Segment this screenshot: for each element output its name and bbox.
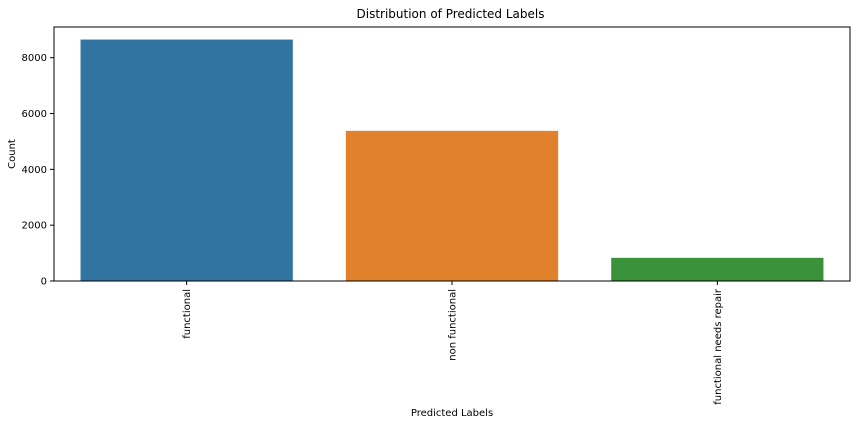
y-tick-label: 0	[41, 277, 47, 288]
x-axis-label: Predicted Labels	[411, 408, 493, 419]
plot-frame	[53, 26, 851, 282]
bar-functional	[80, 39, 293, 281]
y-tick-label: 6000	[22, 109, 47, 120]
x-axis: functional non functional functional needs…	[182, 281, 724, 405]
y-axis-label: Count	[7, 139, 18, 169]
chart-title: Distribution of Predicted Labels	[357, 7, 545, 21]
y-tick-label: 2000	[22, 221, 47, 232]
y-tick-label: 8000	[22, 53, 47, 64]
bars-group	[80, 39, 824, 281]
bar-non-functional	[345, 130, 559, 281]
x-tick-label: functional needs repair	[713, 288, 724, 405]
y-axis: 0 2000 4000 6000 8000	[22, 53, 54, 288]
x-tick-label: functional	[182, 289, 193, 339]
y-tick-label: 4000	[22, 165, 47, 176]
bar-functional-needs-repair	[611, 257, 824, 281]
x-tick-label: non functional	[448, 289, 459, 361]
